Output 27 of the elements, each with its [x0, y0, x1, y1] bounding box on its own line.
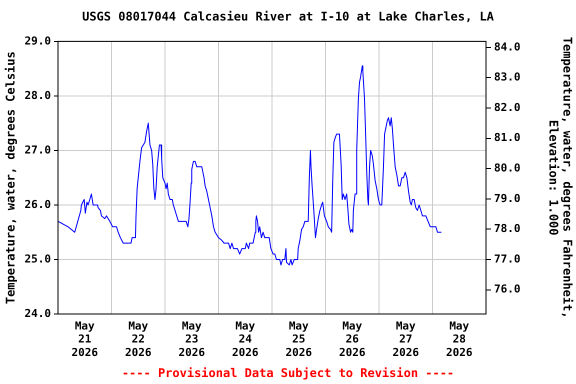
y2-tick-label: 84.0: [494, 40, 520, 54]
text: ---- Provisional Data Subject to Revision ----: [120, 366, 456, 380]
y2-tick-label: 77.0: [494, 252, 520, 266]
chart-title: USGS 08017044 Calcasieu River at I-10 at Lake Charles, LA: [82, 9, 495, 24]
x-tick-label: May 22 2026: [125, 319, 152, 359]
x-tick-label: May 27 2026: [392, 319, 420, 359]
y2-tick-label: 82.0: [494, 100, 520, 114]
y-tick-label: 28.0: [24, 88, 51, 102]
y-axis-title: Temperature, water, degrees Celsius: [3, 51, 18, 304]
y2-axis-title: Temperature, water, degrees Fahrenheit, Elevation: 1.000: [546, 36, 575, 319]
x-tick-label: May 21 2026: [72, 319, 98, 359]
y-tick-label: 29.0: [24, 34, 51, 48]
x-tick-label: May 26 2026: [339, 319, 366, 359]
y-tick-label: 25.0: [24, 252, 51, 266]
x-tick-label: May 28 2026: [446, 319, 473, 359]
x-tick-label: May 24 2026: [232, 319, 259, 359]
y2-tick-label: 78.0: [494, 222, 520, 236]
y-tick-label: 24.0: [24, 306, 51, 320]
y2-tick-label: 76.0: [494, 282, 520, 296]
x-tick-label: May 25 2026: [286, 319, 312, 359]
y2-tick-label: 80.0: [494, 161, 520, 174]
x-tick-label: May 23 2026: [178, 319, 206, 359]
y2-tick-label: 81.0: [494, 131, 520, 144]
y-tick-label: 27.0: [24, 143, 51, 156]
y2-tick-label: 83.0: [494, 70, 520, 84]
y-tick-label: 26.0: [24, 198, 51, 211]
y2-tick-label: 79.0: [494, 192, 520, 205]
